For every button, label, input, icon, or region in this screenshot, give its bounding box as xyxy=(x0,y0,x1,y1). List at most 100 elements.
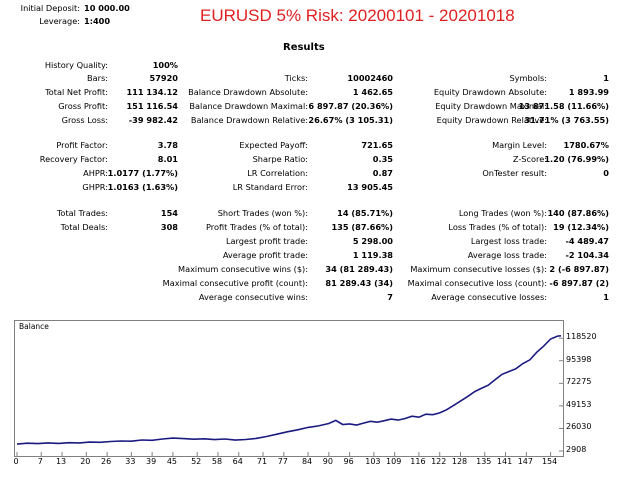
initial-deposit-value: 10 000.00 xyxy=(84,3,130,13)
stat-label: Maximum consecutive wins ($): xyxy=(178,264,308,274)
stat-value: 0.35 xyxy=(372,154,393,164)
x-tick-label: 58 xyxy=(211,457,223,466)
x-tick-label: 135 xyxy=(476,457,492,466)
y-tick-label: 49153 xyxy=(566,399,592,409)
stat-label: Largest loss trade: xyxy=(470,236,547,246)
stat-value: 6 897.87 (20.36%) xyxy=(308,101,393,111)
stat-value: 111 134.12 xyxy=(126,87,178,97)
stat-label: Equity Drawdown Relative: xyxy=(436,115,547,125)
x-tick-label: 128 xyxy=(451,457,468,466)
stat-value: 13 905.45 xyxy=(347,182,393,192)
stat-value: 100% xyxy=(152,60,178,70)
leverage-value: 1:400 xyxy=(84,16,111,26)
x-tick-label: 141 xyxy=(496,457,513,466)
stat-value: 31.71% (3 763.55) xyxy=(524,115,609,125)
stat-value: 1.20 (76.99%) xyxy=(544,154,609,164)
stat-value: 1 xyxy=(603,73,609,83)
stat-label: Maximal consecutive profit (count): xyxy=(162,278,308,288)
stat-value: 1 119.38 xyxy=(352,250,393,260)
stat-value: 8.01 xyxy=(157,154,178,164)
y-tick-label: 26030 xyxy=(566,422,592,432)
x-tick-label: 147 xyxy=(517,457,533,466)
stat-label: Total Deals: xyxy=(60,222,108,232)
balance-chart: Balance xyxy=(14,320,564,457)
stat-value: 0 xyxy=(603,168,609,178)
stat-label: Symbols: xyxy=(509,73,547,83)
stat-value: 154 xyxy=(160,208,178,218)
stat-value: 140 (87.86%) xyxy=(547,208,609,218)
stat-value: 151 116.54 xyxy=(126,101,178,111)
stat-label: Bars: xyxy=(86,73,108,83)
x-tick-label: 64 xyxy=(232,457,243,466)
chart-title: Balance xyxy=(19,322,49,331)
leverage-label: Leverage: xyxy=(39,16,80,26)
stat-value: 1 xyxy=(603,292,609,302)
stat-value: 34 (81 289.43) xyxy=(325,264,393,274)
initial-deposit-label: Initial Deposit: xyxy=(20,3,80,13)
x-tick-label: 90 xyxy=(322,457,333,466)
x-tick-label: 96 xyxy=(343,457,354,466)
stat-value: 135 (87.66%) xyxy=(331,222,393,232)
report-title: EURUSD 5% Risk: 20200101 - 20201018 xyxy=(200,6,515,25)
stat-value: 26.67% (3 105.31) xyxy=(308,115,393,125)
stat-label: Maximal consecutive loss (count): xyxy=(407,278,547,288)
stat-value: 1 893.99 xyxy=(568,87,609,97)
stat-label: Loss Trades (% of total): xyxy=(448,222,547,232)
balance-chart-svg xyxy=(16,335,563,456)
stat-label: Average consecutive wins: xyxy=(198,292,308,302)
stat-label: Balance Drawdown Maximal: xyxy=(189,101,308,111)
stat-value: 1780.67% xyxy=(563,140,610,150)
stat-label: LR Correlation: xyxy=(247,168,308,178)
stat-label: History Quality: xyxy=(44,60,108,70)
y-tick-label: 95398 xyxy=(566,354,592,364)
stat-label: Average consecutive losses: xyxy=(431,292,547,302)
stat-value: 19 (12.34%) xyxy=(553,222,609,232)
x-tick-label: 77 xyxy=(277,457,288,466)
stat-label: Long Trades (won %): xyxy=(458,208,547,218)
stat-label: Maximum consecutive losses ($): xyxy=(410,264,547,274)
stat-value: -39 982.42 xyxy=(128,115,178,125)
stat-label: Total Net Profit: xyxy=(45,87,108,97)
stat-value: -6 897.87 (2) xyxy=(549,278,609,288)
stat-value: 14 (85.71%) xyxy=(337,208,393,218)
stat-label: Gross Profit: xyxy=(58,101,108,111)
stat-value: 721.65 xyxy=(361,140,393,150)
balance-line xyxy=(16,335,562,445)
x-tick-label: 45 xyxy=(166,457,178,466)
results-heading: Results xyxy=(283,42,325,53)
stat-label: Short Trades (won %): xyxy=(217,208,308,218)
stat-value: 57920 xyxy=(149,73,178,83)
x-tick-label: 7 xyxy=(37,457,43,466)
stat-value: 10002460 xyxy=(347,73,393,83)
y-tick-label: 72275 xyxy=(566,377,592,387)
stat-label: Balance Drawdown Absolute: xyxy=(188,87,308,97)
stat-label: Average loss trade: xyxy=(467,250,547,260)
stat-label: Equity Drawdown Maximal: xyxy=(435,101,547,111)
x-tick-label: 33 xyxy=(125,457,136,466)
stat-value: -4 489.47 xyxy=(565,236,609,246)
stat-label: Profit Trades (% of total): xyxy=(206,222,308,232)
stat-label: Gross Loss: xyxy=(61,115,108,125)
stat-label: Total Trades: xyxy=(56,208,108,218)
x-tick-label: 122 xyxy=(431,457,447,466)
y-tick-label: 2908 xyxy=(566,445,587,454)
x-tick-label: 39 xyxy=(146,457,157,466)
stat-value: 7 xyxy=(387,292,393,302)
stat-label: Ticks: xyxy=(284,73,308,83)
x-tick-label: 116 xyxy=(410,457,426,466)
x-tick-label: 0 xyxy=(13,457,19,466)
stat-value: 5 298.00 xyxy=(352,236,393,246)
stat-label: Sharpe Ratio: xyxy=(252,154,308,164)
stat-label: Average profit trade: xyxy=(222,250,308,260)
stat-label: Z-Score: xyxy=(512,154,547,164)
stat-label: Profit Factor: xyxy=(56,140,108,150)
stat-value: -2 104.34 xyxy=(565,250,609,260)
x-tick-label: 84 xyxy=(301,457,313,466)
stat-label: Balance Drawdown Relative: xyxy=(190,115,308,125)
stat-value: 1 462.65 xyxy=(352,87,393,97)
stat-label: Equity Drawdown Absolute: xyxy=(433,87,547,97)
stat-label: Largest profit trade: xyxy=(225,236,308,246)
x-tick-label: 109 xyxy=(386,457,402,466)
stat-label: Recovery Factor: xyxy=(39,154,108,164)
y-tick-label: 118520 xyxy=(566,332,597,342)
